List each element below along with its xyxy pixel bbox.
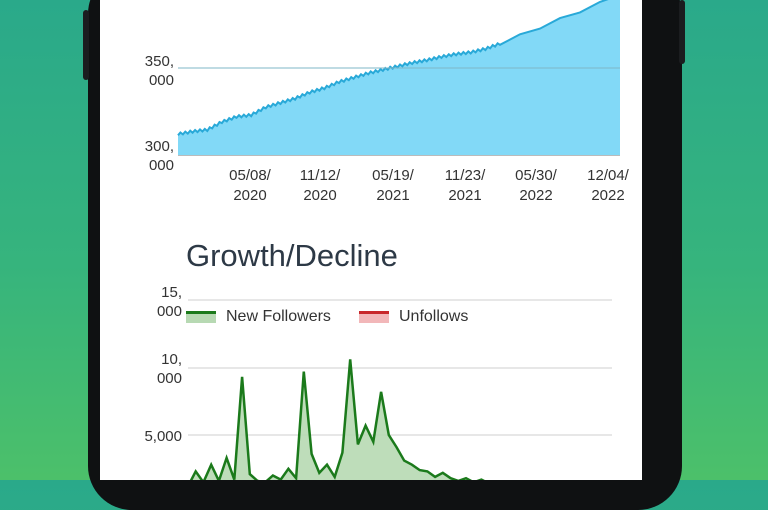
y-tick-350000: 350, 000 <box>144 53 174 89</box>
x-tick-4: 11/23/ 2021 <box>444 167 486 204</box>
growth-y-tick-10000: 10, 000 <box>156 351 182 387</box>
new-followers-line <box>189 359 485 480</box>
legend-swatch-red <box>359 311 389 323</box>
new-followers-area <box>191 359 483 480</box>
x-tick-3: 05/19/ 2021 <box>372 167 414 204</box>
x-tick-2: 11/12/ 2020 <box>299 167 341 204</box>
legend-new-followers[interactable]: New Followers <box>186 308 331 326</box>
followers-area-fill <box>178 0 620 155</box>
legend-unfollows[interactable]: Unfollows <box>359 308 468 326</box>
growth-decline-chart <box>188 299 612 480</box>
followers-line <box>177 0 609 136</box>
growth-y-tick-5000: 5,000 <box>144 428 182 445</box>
growth-y-tick-15000: 15, 000 <box>156 284 182 320</box>
x-tick-6: 12/04/ 2022 <box>587 167 629 204</box>
x-tick-5: 05/30/ 2022 <box>515 167 557 204</box>
legend-label-new-followers: New Followers <box>226 308 331 325</box>
phone-volume-button <box>83 10 89 80</box>
legend-label-unfollows: Unfollows <box>399 308 469 325</box>
followers-area-chart <box>177 0 620 156</box>
phone-power-button <box>679 0 685 64</box>
y-tick-300000: 300, 000 <box>144 138 174 174</box>
x-tick-1: 05/08/ 2020 <box>229 167 271 204</box>
legend-swatch-green <box>186 311 216 323</box>
app-screen: 350, 000 300, 000 05/08/ 2020 11/12/ 202… <box>100 0 642 480</box>
section-title-growth-decline: Growth/Decline <box>186 238 398 273</box>
